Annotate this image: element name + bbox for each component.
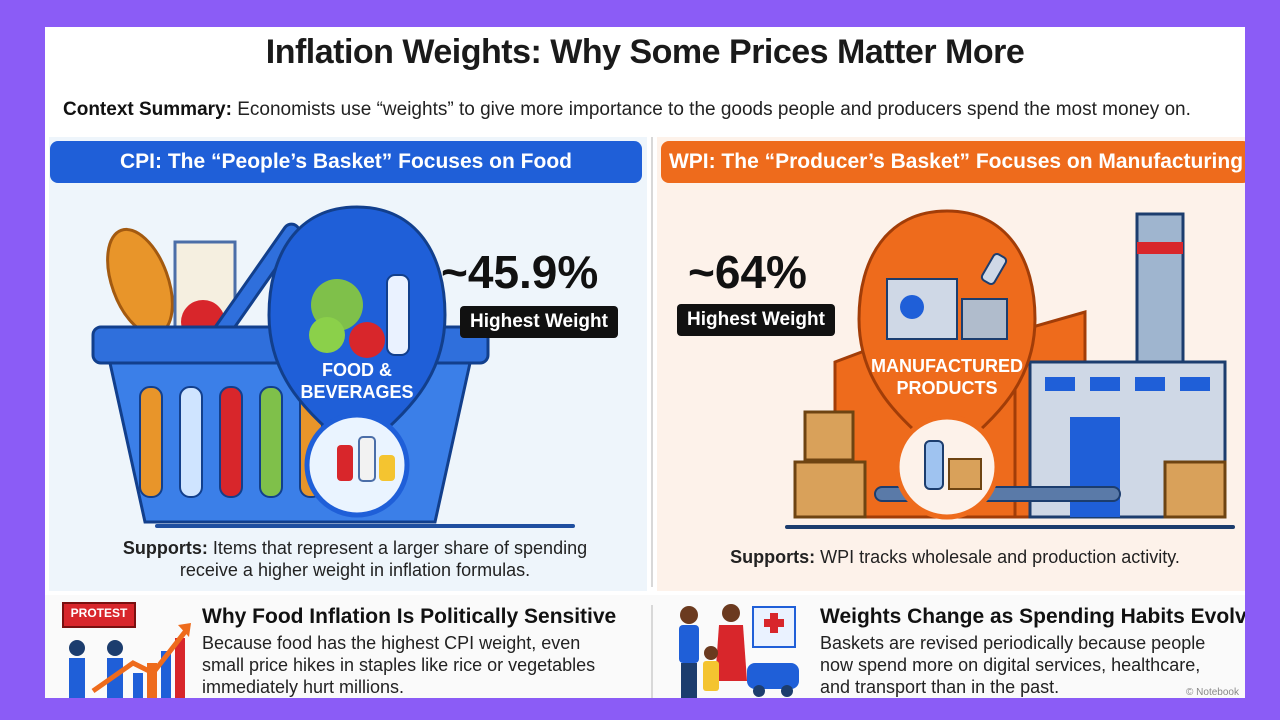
wpi-highest-weight-badge: Highest Weight [677,304,835,336]
panel-divider [651,137,653,587]
food-bubble-icon [267,205,447,518]
context-summary: Context Summary: Economists use “weights… [63,99,1191,121]
bottom-left-text: Because food has the highest CPI weight,… [202,632,595,698]
bottom-divider [651,605,653,698]
bottom-right-line2: now spend more on digital services, heal… [820,655,1201,675]
cpi-category-label: FOOD & BEVERAGES [277,359,437,403]
cpi-supports: Supports: Items that represent a larger … [65,537,645,581]
cpi-header: CPI: The “People’s Basket” Focuses on Fo… [50,141,642,183]
cpi-category-line1: FOOD & [322,360,392,380]
bottom-section [45,595,1245,698]
bottom-left-line1: Because food has the highest CPI weight,… [202,633,581,653]
wpi-percent: ~64% [688,246,807,298]
bottom-right-text: Baskets are revised periodically because… [820,632,1205,698]
wpi-category-line2: PRODUCTS [896,378,998,398]
protest-sign-text: PROTEST [70,606,128,620]
cpi-category-line2: BEVERAGES [300,382,414,402]
context-label: Context Summary: [63,99,232,120]
cpi-highest-weight-badge: Highest Weight [460,306,618,338]
wpi-category-label: MANUFACTURED PRODUCTS [857,355,1037,399]
wpi-category-line1: MANUFACTURED [871,356,1023,376]
manufacturing-bubble-icon [857,209,1037,520]
wpi-supports-text: WPI tracks wholesale and production acti… [820,547,1180,567]
cpi-supports-label: Supports: [122,538,208,558]
page-title: Inflation Weights: Why Some Prices Matte… [265,33,1025,71]
bottom-right-title: Weights Change as Spending Habits Evolve [820,605,1245,628]
bottom-left-title: Why Food Inflation Is Politically Sensit… [202,605,617,628]
cpi-percent: ~45.9% [441,246,599,298]
bottom-right-line1: Baskets are revised periodically because… [820,633,1206,653]
wpi-header: WPI: The “Producer’s Basket” Focuses on … [661,141,1245,183]
bottom-left-line2: small price hikes in staples like rice o… [202,655,596,675]
credit-watermark: © Notebook [1186,687,1239,698]
bottom-right-line3: and transport than in the past. [820,677,1060,697]
cpi-supports-line1: Items that represent a larger share of s… [212,538,588,558]
infographic-card: Inflation Weights: Why Some Prices Matte… [45,27,1245,698]
protest-chart-icon [62,602,191,698]
wpi-supports-label: Supports: [730,547,816,567]
bottom-left-line3: immediately hurt millions. [202,677,405,697]
context-text: Economists use “weights” to give more im… [237,99,1191,120]
wpi-supports: Supports: WPI tracks wholesale and produ… [665,546,1245,568]
cpi-supports-line2: receive a higher weight in inflation for… [179,560,531,580]
family-spending-icon [679,604,799,698]
